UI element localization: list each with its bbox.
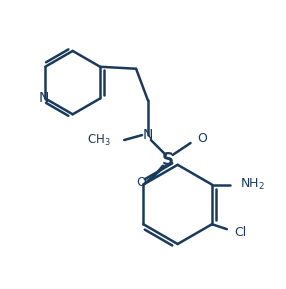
Text: CH$_3$: CH$_3$ (87, 132, 110, 148)
Text: O: O (197, 131, 207, 144)
Text: O: O (136, 176, 146, 189)
Text: N: N (39, 91, 49, 105)
Text: Cl: Cl (234, 226, 246, 239)
Text: S: S (162, 151, 174, 169)
Text: NH$_2$: NH$_2$ (240, 177, 265, 192)
Text: N: N (143, 128, 153, 142)
